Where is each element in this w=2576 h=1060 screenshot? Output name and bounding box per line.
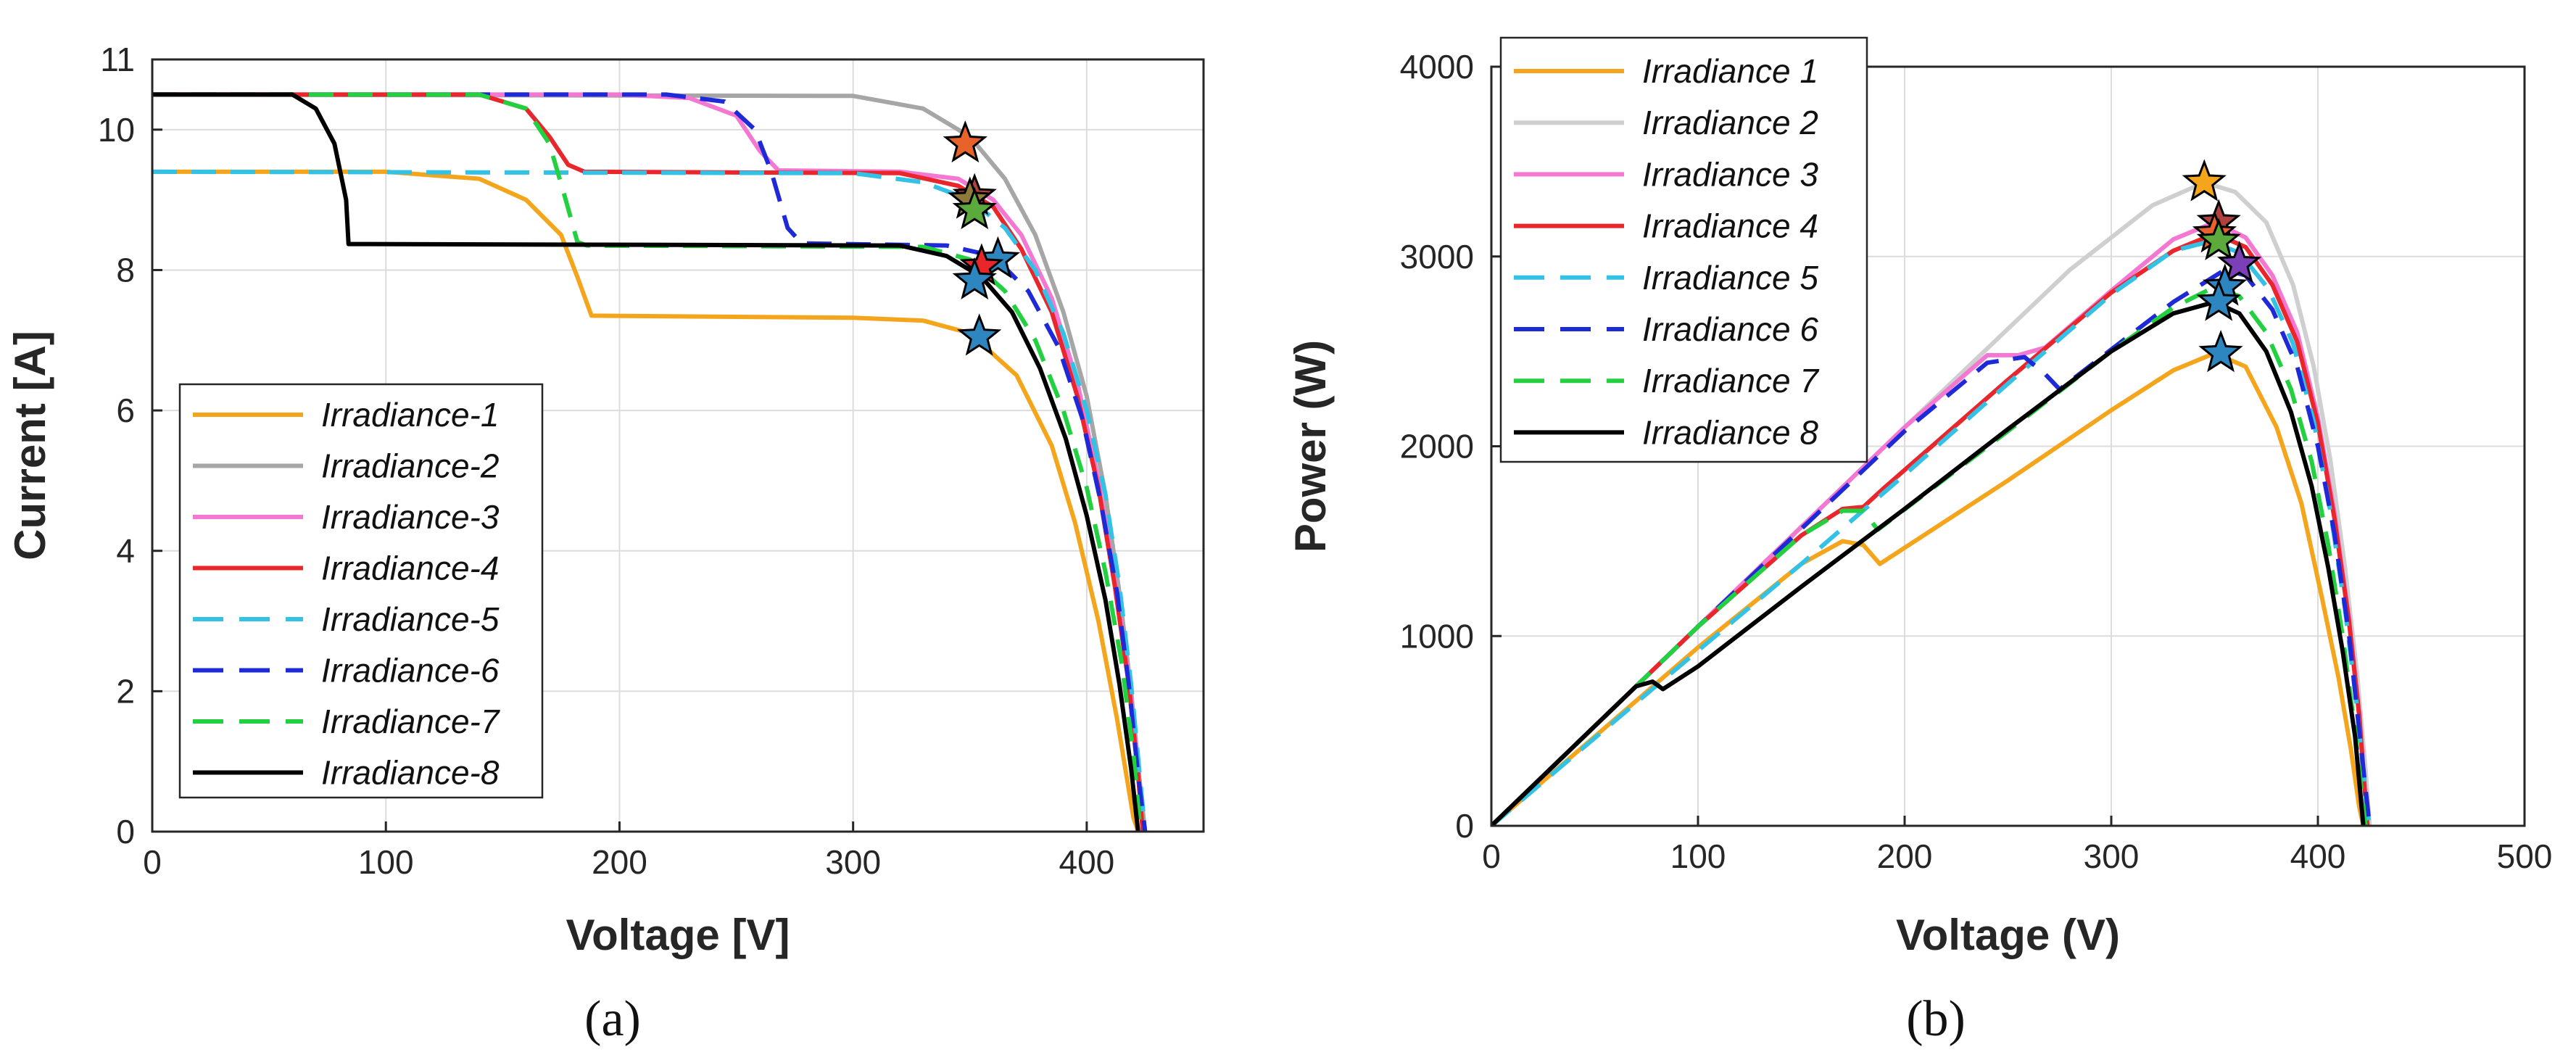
y-tick-label: 0 <box>116 813 135 850</box>
mpp-star-marker-2 <box>2182 159 2227 202</box>
legend-label-4: Irradiance 4 <box>1642 207 1818 245</box>
legend-label-1: Irradiance-1 <box>321 396 499 434</box>
mpp-star-marker-5 <box>952 187 997 230</box>
mpp-star-marker-2 <box>943 120 987 163</box>
legend-box <box>1499 36 1868 463</box>
subfigure-label: (a) <box>584 991 641 1047</box>
legend-label-7: Irradiance-7 <box>321 703 500 740</box>
y-tick-label: 2000 <box>1400 428 1474 465</box>
legend: Irradiance 1 Irradiance 2 Irradiance 3 Irra… <box>1499 36 1868 463</box>
x-tick-label: 100 <box>1670 837 1726 875</box>
y-tick-label: 6 <box>116 392 135 429</box>
x-tick-label: 500 <box>2497 837 2553 875</box>
y-tick-label: 8 <box>116 251 135 289</box>
legend-label-7: Irradiance 7 <box>1642 362 1819 399</box>
series-line-4 <box>152 92 1146 832</box>
y-tick-label: 3000 <box>1400 238 1474 276</box>
x-tick-label: 400 <box>1059 843 1115 881</box>
mpp-star-marker-1 <box>2198 330 2243 373</box>
x-tick-label: 200 <box>1877 837 1933 875</box>
mpp-star-marker-8 <box>2196 278 2241 321</box>
x-tick-label: 100 <box>358 843 414 881</box>
legend-label-2: Irradiance-2 <box>321 447 499 485</box>
legend-label-4: Irradiance-4 <box>321 550 499 587</box>
legend-label-6: Irradiance-6 <box>321 652 500 690</box>
y-tick-label: 4000 <box>1400 48 1474 86</box>
chart-b: 0 100 200 300 400 500 0 1000 2000 3000 4000 Voltage… <box>1286 36 2553 1047</box>
x-tick-label: 0 <box>143 843 162 881</box>
legend-label-3: Irradiance 3 <box>1642 155 1818 193</box>
legend-label-1: Irradiance 1 <box>1642 52 1818 90</box>
legend-label-5: Irradiance 5 <box>1642 259 1818 297</box>
chart-a: 0 100 200 300 400 0 2 4 6 8 10 11 Voltage [V] Current… <box>6 41 1205 1047</box>
mpp-star-marker-6 <box>2217 241 2262 283</box>
y-tick-label: 2 <box>116 672 135 710</box>
mpp-star-marker-8 <box>952 257 997 299</box>
x-axis-label: Voltage (V) <box>1896 911 2120 959</box>
legend-label-6: Irradiance 6 <box>1642 310 1818 348</box>
mpp-star-marker-1 <box>957 313 1002 356</box>
axes-frame <box>1490 65 2526 827</box>
y-tick-label: 10 <box>98 111 135 149</box>
legend-label-3: Irradiance-3 <box>321 498 500 536</box>
x-tick-label: 0 <box>1482 837 1501 875</box>
y-tick-label: 1000 <box>1400 617 1474 655</box>
series-line-7 <box>1491 284 2368 826</box>
subfigure-label: (b) <box>1906 991 1966 1047</box>
y-axis-label: Power (W) <box>1286 340 1335 552</box>
y-axis-label: Current [A] <box>6 331 54 560</box>
x-tick-label: 400 <box>2290 837 2346 875</box>
legend-box <box>178 383 544 799</box>
series-line-6 <box>152 92 1148 832</box>
legend: Irradiance-1 Irradiance-2 Irradiance-3 Irra… <box>178 383 544 799</box>
y-tick-label: 4 <box>116 532 135 570</box>
x-tick-label: 300 <box>825 843 881 881</box>
legend-label-2: Irradiance 2 <box>1642 104 1818 141</box>
x-axis-label: Voltage [V] <box>566 911 790 959</box>
x-tick-label: 300 <box>2084 837 2140 875</box>
legend-label-8: Irradiance-8 <box>321 754 500 792</box>
x-tick-label: 200 <box>592 843 647 881</box>
axes-frame <box>151 58 1205 833</box>
series-line-5 <box>152 169 1148 832</box>
mpp-star-marker-5 <box>2196 218 2241 260</box>
y-tick-label: 11 <box>100 41 135 78</box>
series-line-1 <box>152 169 1140 832</box>
legend-label-5: Irradiance-5 <box>321 600 500 638</box>
legend-label-8: Irradiance 8 <box>1642 413 1818 451</box>
series-line-8 <box>1491 299 2366 826</box>
y-tick-label: 0 <box>1455 807 1474 845</box>
series-line-1 <box>1491 351 2366 826</box>
